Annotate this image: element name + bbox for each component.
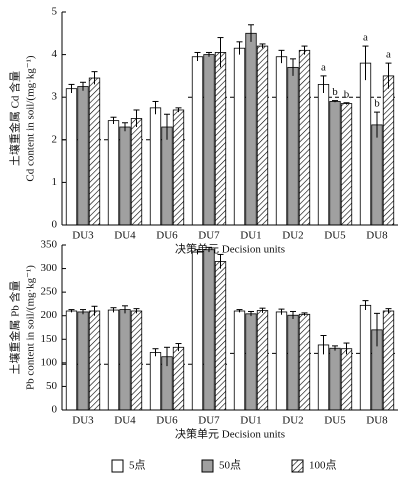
bar: [287, 66, 299, 226]
bar: [65, 310, 78, 411]
bar: [130, 118, 143, 226]
bar: [233, 47, 246, 226]
bar: [88, 77, 101, 226]
y-tick-label: 200: [41, 309, 58, 321]
y-tick-label: 50: [46, 380, 58, 392]
bar: [256, 45, 269, 226]
significance-label: a: [386, 49, 391, 61]
bar: [359, 62, 372, 226]
x-tick-label: DU2: [282, 230, 303, 242]
bar: [275, 56, 288, 226]
significance-label: a: [363, 32, 368, 44]
bar: [245, 313, 257, 411]
y-tick-label: 1: [52, 176, 58, 188]
bar: [382, 75, 395, 226]
x-tick-label: DU2: [282, 415, 303, 427]
x-axis-label: 决策单元 Decision units: [175, 242, 285, 256]
y-axis-label: Pb content in soil/(mg·kg⁻¹): [25, 265, 37, 390]
y-tick-label: 300: [41, 262, 58, 274]
legend-label: 50点: [219, 459, 241, 472]
x-tick-label: DU1: [240, 230, 261, 242]
legend-label: 100点: [309, 459, 337, 472]
significance-label: b: [332, 86, 338, 98]
x-tick-label: DU3: [72, 415, 94, 427]
bar: [329, 347, 341, 411]
bar: [77, 86, 89, 226]
bar: [275, 311, 288, 411]
bar: [340, 348, 353, 411]
y-tick-label: 250: [41, 286, 58, 298]
bar: [107, 120, 120, 226]
bar: [77, 311, 89, 411]
x-tick-label: DU6: [156, 415, 178, 427]
x-tick-label: DU1: [240, 415, 261, 427]
x-tick-label: DU5: [324, 230, 346, 242]
x-axis-label: 决策单元 Decision units: [175, 427, 285, 441]
y-tick-label: 350: [41, 239, 58, 251]
y-tick-label: 0: [52, 219, 58, 231]
x-tick-label: DU6: [156, 230, 178, 242]
x-tick-label: DU7: [198, 230, 220, 242]
bar: [298, 313, 311, 411]
legend-swatch: [201, 459, 214, 473]
bar: [256, 310, 269, 411]
bar: [191, 56, 204, 226]
bar: [203, 249, 215, 411]
bar: [359, 304, 372, 411]
x-tick-label: DU4: [114, 230, 136, 242]
y-tick-label: 2: [52, 133, 58, 145]
bar: [161, 126, 173, 226]
bar: [287, 314, 299, 411]
bar: [329, 101, 341, 226]
bar: [340, 103, 353, 226]
y-tick-label: 100: [41, 356, 58, 368]
significance-label: a: [321, 61, 326, 73]
bar: [245, 32, 257, 226]
x-tick-label: DU8: [366, 230, 388, 242]
y-tick-label: 0: [52, 404, 58, 416]
x-tick-label: DU7: [198, 415, 220, 427]
bar: [233, 310, 246, 411]
y-axis-label: 土壤重金属 Cd 含量: [8, 71, 22, 166]
y-tick-label: 3: [52, 91, 58, 103]
bar: [65, 88, 78, 226]
bar: [371, 124, 383, 226]
bar: [149, 107, 162, 226]
significance-label: b: [374, 98, 380, 110]
bar: [172, 109, 185, 226]
bar: [119, 126, 131, 226]
bar: [214, 52, 227, 226]
bar: [191, 251, 204, 411]
x-tick-label: DU5: [324, 415, 346, 427]
bar: [317, 344, 330, 411]
y-axis-label: 土壤重金属 Pb 含量: [8, 280, 22, 374]
y-axis-label: Cd content in soil/(mg·kg⁻¹): [25, 55, 37, 181]
bar: [172, 346, 185, 411]
bar: [214, 261, 227, 411]
x-tick-label: DU4: [114, 415, 136, 427]
bar: [119, 309, 131, 411]
bar: [317, 84, 330, 226]
bar: [130, 310, 143, 411]
bar: [382, 310, 395, 411]
bar: [203, 54, 215, 226]
x-tick-label: DU3: [72, 230, 94, 242]
significance-label: b: [344, 88, 350, 100]
x-tick-label: DU8: [366, 415, 388, 427]
legend-label: 5点: [129, 459, 146, 472]
bar: [88, 310, 101, 411]
y-tick-label: 150: [41, 333, 58, 345]
y-tick-label: 5: [52, 6, 58, 18]
bar: [298, 49, 311, 226]
y-tick-label: 4: [52, 48, 58, 60]
legend-swatch: [291, 459, 304, 473]
legend-swatch: [111, 459, 124, 473]
bar: [149, 352, 162, 411]
bar: [107, 309, 120, 411]
